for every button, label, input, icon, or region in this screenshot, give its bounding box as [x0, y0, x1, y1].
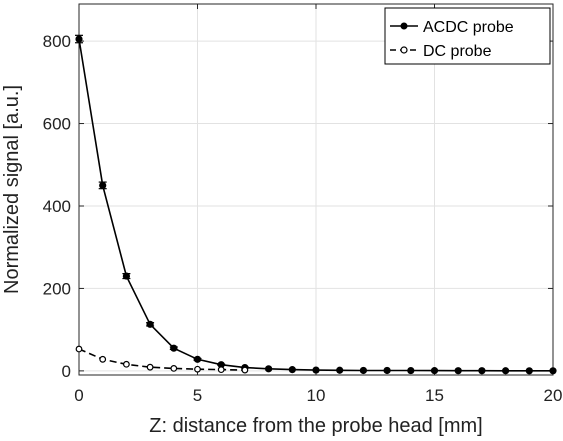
data-point-acdc [454, 367, 462, 375]
data-point-acdc [146, 320, 154, 328]
x-axis-label: Z: distance from the probe head [mm] [149, 415, 483, 437]
y-tick-label: 0 [62, 362, 71, 381]
series-layer [75, 34, 557, 375]
data-point-acdc [359, 366, 367, 375]
y-tick-label: 200 [43, 279, 71, 298]
data-point-acdc [288, 366, 296, 374]
y-tick-label: 600 [43, 115, 71, 134]
y-axis-label: Normalized signal [a.u.] [1, 85, 23, 294]
data-point-acdc [193, 355, 202, 363]
data-point-dc [122, 360, 130, 368]
data-point-acdc [75, 35, 83, 43]
x-tick-label: 20 [544, 386, 563, 405]
legend-marker-dc [400, 46, 408, 54]
data-point-acdc [265, 365, 273, 373]
x-tick-label: 0 [74, 386, 83, 405]
y-tick-label: 800 [43, 32, 71, 51]
data-point-acdc [217, 361, 225, 369]
data-point-acdc [383, 366, 391, 375]
data-point-acdc [170, 344, 178, 352]
data-point-dc [146, 363, 154, 371]
legend: ACDC probe DC probe [384, 7, 551, 65]
data-point-dc [99, 355, 107, 363]
data-point-dc [194, 365, 201, 373]
data-point-dc [75, 345, 83, 353]
data-point-dc [217, 366, 225, 374]
y-tick-label: 400 [43, 197, 71, 216]
data-point-dc [241, 366, 249, 374]
data-point-acdc [478, 367, 486, 375]
x-tick-label: 10 [307, 386, 326, 405]
data-point-acdc [336, 366, 344, 374]
data-point-acdc [122, 272, 130, 280]
legend-box [384, 7, 551, 65]
legend-label-acdc: ACDC probe [423, 19, 514, 36]
x-tick-label: 5 [193, 386, 202, 405]
x-tick-label: 15 [425, 386, 444, 405]
data-point-acdc [525, 367, 533, 375]
data-point-acdc [312, 366, 320, 374]
data-point-acdc [502, 367, 510, 375]
legend-label-dc: DC probe [423, 43, 492, 60]
data-point-acdc [99, 181, 107, 189]
data-point-acdc [430, 367, 439, 375]
data-point-acdc [549, 367, 557, 375]
data-point-acdc [407, 366, 415, 375]
data-point-dc [170, 365, 178, 372]
legend-marker-acdc [400, 22, 408, 30]
